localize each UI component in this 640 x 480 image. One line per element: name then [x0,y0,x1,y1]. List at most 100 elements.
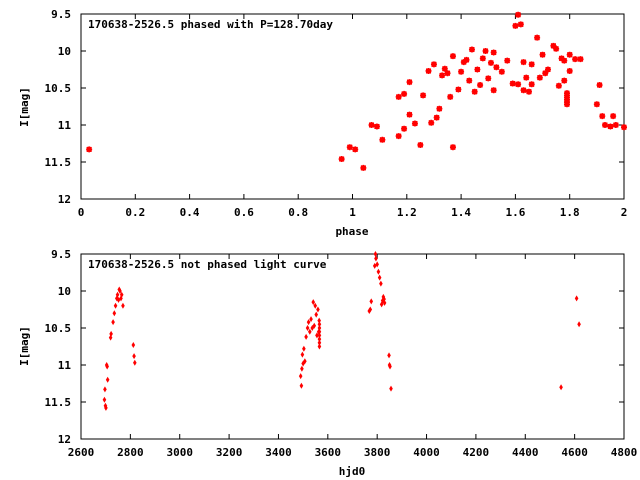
phased-data-point-star [436,105,443,112]
phased-data-point [401,90,408,97]
unphased-data-point [304,333,308,340]
unphased-data-point [317,339,322,346]
unphased-data-point [317,343,322,350]
phased-data-point-star [566,51,573,58]
phased-data-point-star [509,80,516,87]
phased-data-point [338,156,345,163]
phased-data-point-star [338,156,345,163]
unphased-x-tick-label: 4000 [413,446,440,459]
phased-data-point-star [471,88,478,95]
unphased-data-point [303,358,307,365]
phased-data-point-star [430,61,437,68]
phased-data-point-star [444,70,451,77]
unphased-data-point [389,385,393,392]
unphased-x-tick-label: 2800 [117,446,144,459]
unphased-x-ticks: 2600 2800 3000 3200 3400 3600 3800 4000 4200 4400… [68,254,637,459]
unphased-data-point [301,360,305,367]
unphased-data-point [316,306,320,313]
phased-data-point [515,11,522,18]
unphased-data-point [317,332,322,339]
unphased-y-tick-label: 12 [58,433,71,446]
phased-x-tick-label: 0.8 [288,206,308,219]
unphased-y-tick-label: 10 [58,285,71,298]
unphased-data-point [314,311,319,318]
phased-data-point-star [425,67,432,74]
phased-x-tick-label: 1.6 [505,206,525,219]
unphased-y-ticks: 9.5 10 10.5 11 11.5 12 [45,248,624,446]
unphased-data-point [298,373,303,380]
phased-data-point [439,72,446,79]
unphased-data-point [111,319,115,326]
phased-data-point [417,141,424,148]
phased-data-point [368,122,375,128]
phased-data-point-star [523,74,530,81]
phased-data-point-star [482,48,489,54]
unphased-data-point [372,262,377,269]
phased-y-tick-label: 12 [58,193,71,206]
phased-data-point [607,123,614,130]
phased-data-point-star [536,74,543,81]
unphased-data-point [376,268,381,275]
phased-data-point [504,57,511,64]
phased-data-point [395,133,402,140]
unphased-data-point [103,386,107,393]
phased-data-point [563,101,570,108]
phased-data-point-star [477,82,484,89]
phased-plot-frame [80,13,625,200]
phased-data-point-star [352,146,359,153]
phased-data-point [460,59,467,66]
phased-data-point [436,105,443,112]
phased-data-point [477,82,484,89]
phased-y-tick-label: 11 [58,119,72,132]
unphased-data-point [368,306,373,313]
unphased-data-point [118,288,122,294]
phased-data-point-star [528,61,535,68]
phased-data-point [425,67,432,74]
phased-data-point [550,42,557,49]
phased-x-tick-label: 0.2 [125,206,145,219]
phased-data-point-star [528,81,535,88]
unphased-data-point [379,301,384,308]
phased-data-point [528,61,535,68]
phased-data-point [610,113,617,120]
phased-data-point-star [463,56,470,63]
phased-data-point [509,80,516,87]
unphased-data-point [102,396,107,403]
phased-data-point-star [512,22,519,29]
phased-data-point-star [596,82,603,89]
unphased-data-point [131,342,136,349]
unphased-panel: 2600 2800 3000 3200 3400 3600 3800 4000 4200 4400… [18,248,637,478]
unphased-plot-frame [80,253,625,440]
phased-data-point-star [373,123,380,130]
phased-data-point-star [420,92,427,99]
unphased-y-tick-label: 9.5 [51,248,71,261]
unphased-data-point [373,251,378,257]
phased-data-point [561,57,568,64]
phased-data-point [544,66,551,73]
phased-x-tick-label: 0 [78,206,85,219]
phased-data-point [346,144,353,151]
unphased-data-point [317,328,322,335]
phased-data-point [406,79,413,86]
phased-y-tick-label: 10 [58,45,71,58]
unphased-data-point [317,321,322,328]
unphased-x-axis-label: hjd0 [339,465,366,478]
unphased-chart-title: 170638-2526.5 not phased light curve [88,258,327,271]
phased-data-point-star [566,67,573,74]
phased-data-point [520,59,527,66]
phased-data-point [593,101,600,108]
phased-data-point-star [395,93,402,100]
phased-data-point-star [368,122,375,128]
phased-data-point [449,53,456,60]
phased-data-point [517,21,524,28]
phased-y-tick-label: 9.5 [51,8,71,21]
phased-data-point-star [539,51,546,58]
phased-data-point [449,144,456,151]
phased-data-point-star [401,90,408,97]
phased-data-point-star [577,56,584,63]
unphased-y-tick-label: 11 [58,359,72,372]
phased-data-point-star [544,66,551,73]
phased-data-point [498,68,505,75]
unphased-data-point [312,322,317,329]
